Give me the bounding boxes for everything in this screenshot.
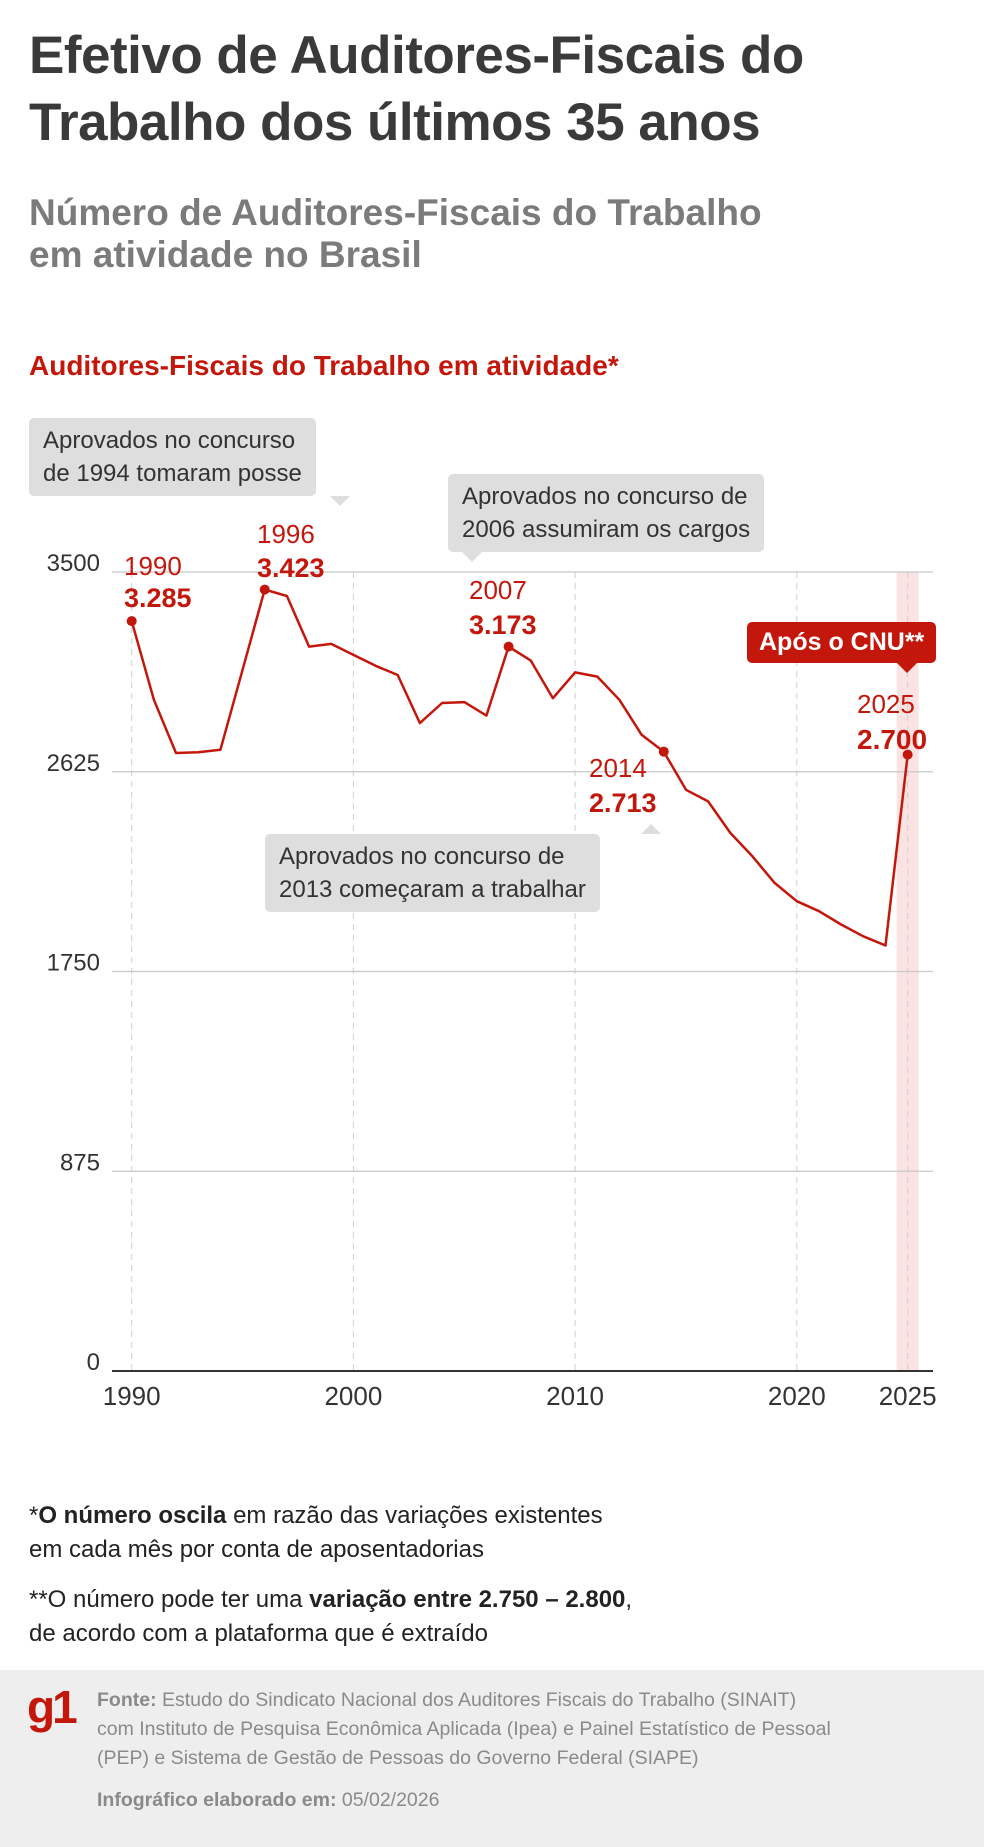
data-point-1996: [259, 584, 270, 595]
label-value-1990: 3.285: [124, 583, 192, 613]
data-point-1990: [126, 616, 137, 627]
x-tick-label: 2025: [879, 1381, 937, 1411]
page-title: Efetivo de Auditores-Fiscais do Trabalho…: [29, 22, 804, 156]
annotation-2013-line-1: Aprovados no concurso de: [279, 843, 565, 870]
label-value-2014: 2.713: [589, 788, 657, 818]
y-tick-label: 0: [87, 1349, 100, 1376]
chart-title: Auditores-Fiscais do Trabalho em ativida…: [29, 350, 619, 381]
source-label: Fonte:: [97, 1689, 157, 1711]
label-year-1990: 1990: [124, 551, 182, 581]
annotation-1994-line-2: de 1994 tomaram posse: [43, 460, 302, 487]
page-subtitle: Número de Auditores-Fiscais do Trabalho …: [29, 192, 762, 276]
annotation-2006-line-1: Aprovados no concurso de: [462, 483, 748, 510]
label-year-2025: 2025: [857, 689, 915, 719]
source-line-2: com Instituto de Pesquisa Econômica Apli…: [97, 1718, 831, 1740]
footnote-2: **O número pode ter uma variação entre 2…: [29, 1583, 632, 1651]
x-tick-label: 2020: [768, 1381, 826, 1411]
label-value-2007: 3.173: [469, 610, 537, 640]
y-tick-label: 1750: [47, 950, 100, 977]
footnote-1-bold: O número oscila: [38, 1502, 227, 1529]
date-value: 05/02/2026: [336, 1789, 440, 1811]
title-line-2: Trabalho dos últimos 35 anos: [29, 93, 761, 152]
date-label: Infográfico elaborado em:: [97, 1789, 337, 1811]
footnote-1-line-2: em cada mês por conta de aposentadorias: [29, 1536, 484, 1563]
x-tick-label: 2010: [546, 1381, 604, 1411]
y-tick-label: 2625: [47, 750, 100, 777]
annotation-2013-line-2: 2013 começaram a trabalhar: [279, 876, 586, 903]
label-value-1996: 3.423: [257, 553, 325, 583]
footnote-2-prefix: **O número pode ter uma: [29, 1586, 310, 1613]
label-year-2014: 2014: [589, 753, 647, 783]
data-point-2007: [503, 641, 514, 652]
footnote-2-rest: ,: [625, 1586, 633, 1613]
annotation-1994-line-1: Aprovados no concurso: [43, 427, 296, 454]
footnote-2-line-2: de acordo com a plataforma que é extraíd…: [29, 1620, 488, 1647]
data-point-2025: [902, 749, 913, 760]
g1-logo: g1: [27, 1681, 78, 1733]
source-text: Fonte: Estudo do Sindicato Nacional dos …: [97, 1686, 831, 1773]
date-text: Infográfico elaborado em: 05/02/2026: [97, 1786, 439, 1815]
footnote-2-bold: variação entre 2.750 – 2.800: [309, 1586, 626, 1613]
subtitle-line-2: em atividade no Brasil: [29, 234, 422, 275]
x-tick-label: 2000: [324, 1381, 382, 1411]
annotation-2006-line-2: 2006 assumiram os cargos: [462, 516, 751, 543]
footnote-1: *O número oscila em razão das variações …: [29, 1499, 603, 1567]
subtitle-line-1: Número de Auditores-Fiscais do Trabalho: [29, 192, 762, 233]
label-year-2007: 2007: [469, 575, 527, 605]
source-line-3: (PEP) e Sistema de Gestão de Pessoas do …: [97, 1747, 699, 1769]
footnote-1-rest: em razão das variações existentes: [226, 1502, 603, 1529]
data-point-2014: [658, 746, 669, 757]
label-year-1996: 1996: [257, 519, 315, 549]
cnu-callout: Após o CNU**: [747, 622, 937, 673]
annotation-2006: Aprovados no concurso de 2006 assumiram …: [448, 474, 765, 562]
y-tick-label: 3500: [47, 550, 100, 577]
footnote-1-prefix: *: [29, 1502, 39, 1529]
source-line-1: Estudo do Sindicato Nacional dos Auditor…: [156, 1689, 797, 1711]
footer: [0, 1670, 984, 1847]
label-value-2025: 2.700: [857, 724, 927, 755]
x-tick-label: 1990: [103, 1381, 161, 1411]
y-tick-label: 875: [60, 1149, 100, 1176]
annotation-2013: Aprovados no concurso de 2013 começaram …: [265, 824, 661, 912]
point-labels: 1990 3.285 1996 3.423 2007 3.173 2014 2.…: [124, 519, 927, 818]
data-line: [130, 588, 909, 947]
title-line-1: Efetivo de Auditores-Fiscais do: [29, 26, 804, 85]
line-chart: 0 875 1750 2625 3500 1990 2000 2010 2020 2025 19…: [47, 519, 937, 1411]
annotation-1994: Aprovados no concurso de 1994 tomaram po…: [29, 418, 350, 506]
